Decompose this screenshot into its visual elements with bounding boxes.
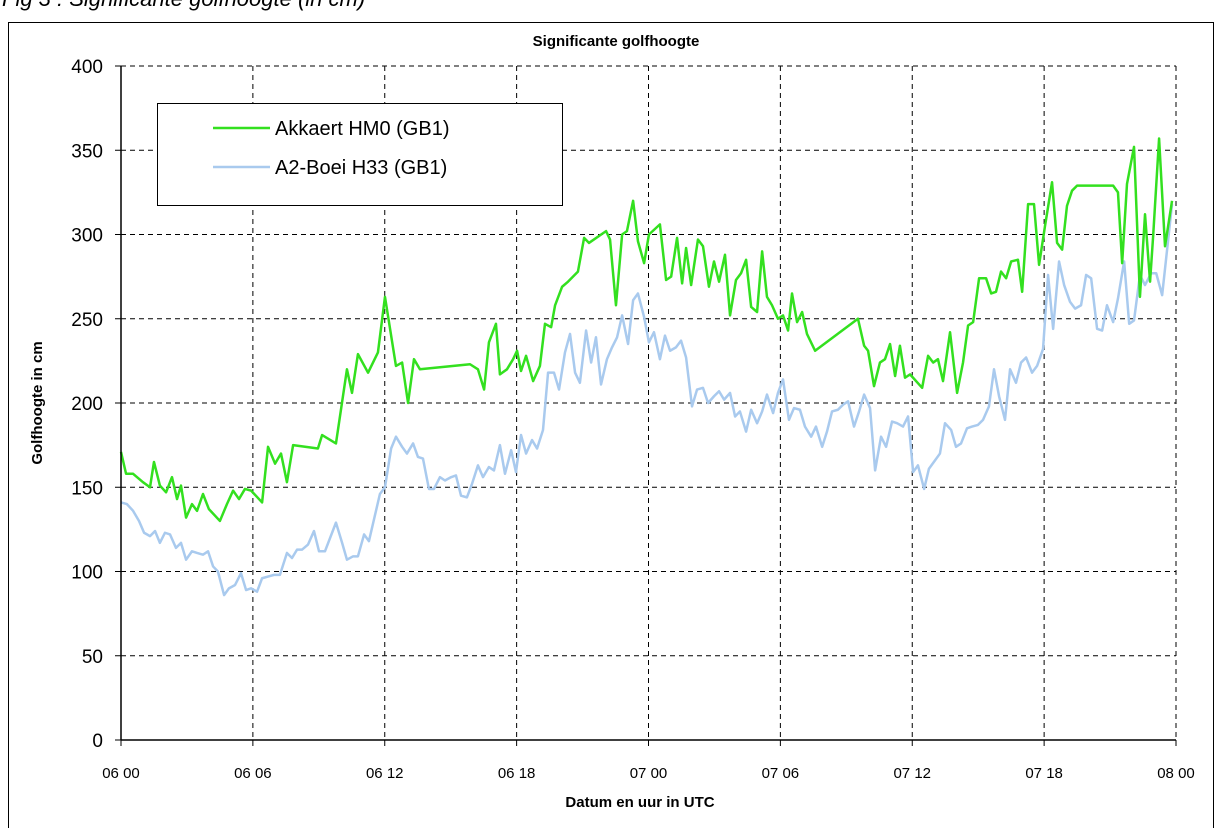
legend-box bbox=[157, 103, 563, 206]
legend: Akkaert HM0 (GB1) A2-Boei H33 (GB1) bbox=[157, 103, 563, 206]
legend-label: Akkaert HM0 (GB1) bbox=[275, 118, 449, 140]
x-tick-label: 07 06 bbox=[762, 765, 800, 782]
data-line bbox=[120, 204, 1174, 597]
x-tick-label: 08 00 bbox=[1157, 765, 1195, 782]
x-tick-label: 07 18 bbox=[1025, 765, 1063, 782]
y-axis-label: Golfhoogte in cm bbox=[29, 341, 46, 464]
legend-label: A2-Boei H33 (GB1) bbox=[275, 157, 447, 179]
x-tick-label: 06 18 bbox=[498, 765, 536, 782]
y-tick-label: 250 bbox=[71, 310, 103, 331]
y-tick-label: 50 bbox=[82, 647, 103, 668]
plot-lines bbox=[119, 137, 1174, 597]
y-tick-label: 150 bbox=[71, 478, 103, 499]
figure-caption: Fig 3 : Significante golfhoogte (in cm) bbox=[2, 0, 365, 11]
y-tick-label: 400 bbox=[71, 57, 103, 78]
y-tick-label: 200 bbox=[71, 394, 103, 415]
y-tick-label: 0 bbox=[92, 731, 103, 752]
x-tick-label: 07 00 bbox=[630, 765, 668, 782]
x-tick-label: 06 12 bbox=[366, 765, 404, 782]
y-tick-label: 300 bbox=[71, 226, 103, 247]
x-tick-label: 06 06 bbox=[234, 765, 272, 782]
axes: 0 50 100 150 200 250 300 350 400 06 00 06 06 06 12 0… bbox=[71, 57, 1194, 782]
y-tick-label: 100 bbox=[71, 563, 103, 584]
x-tick-label: 07 12 bbox=[893, 765, 931, 782]
y-tick-label: 350 bbox=[71, 141, 103, 162]
data-line bbox=[119, 137, 1174, 523]
chart-title: Significante golfhoogte bbox=[533, 33, 700, 50]
x-axis-label: Datum en uur in UTC bbox=[565, 794, 714, 811]
chart-border bbox=[8, 22, 1214, 828]
x-tick-label: 06 00 bbox=[102, 765, 140, 782]
